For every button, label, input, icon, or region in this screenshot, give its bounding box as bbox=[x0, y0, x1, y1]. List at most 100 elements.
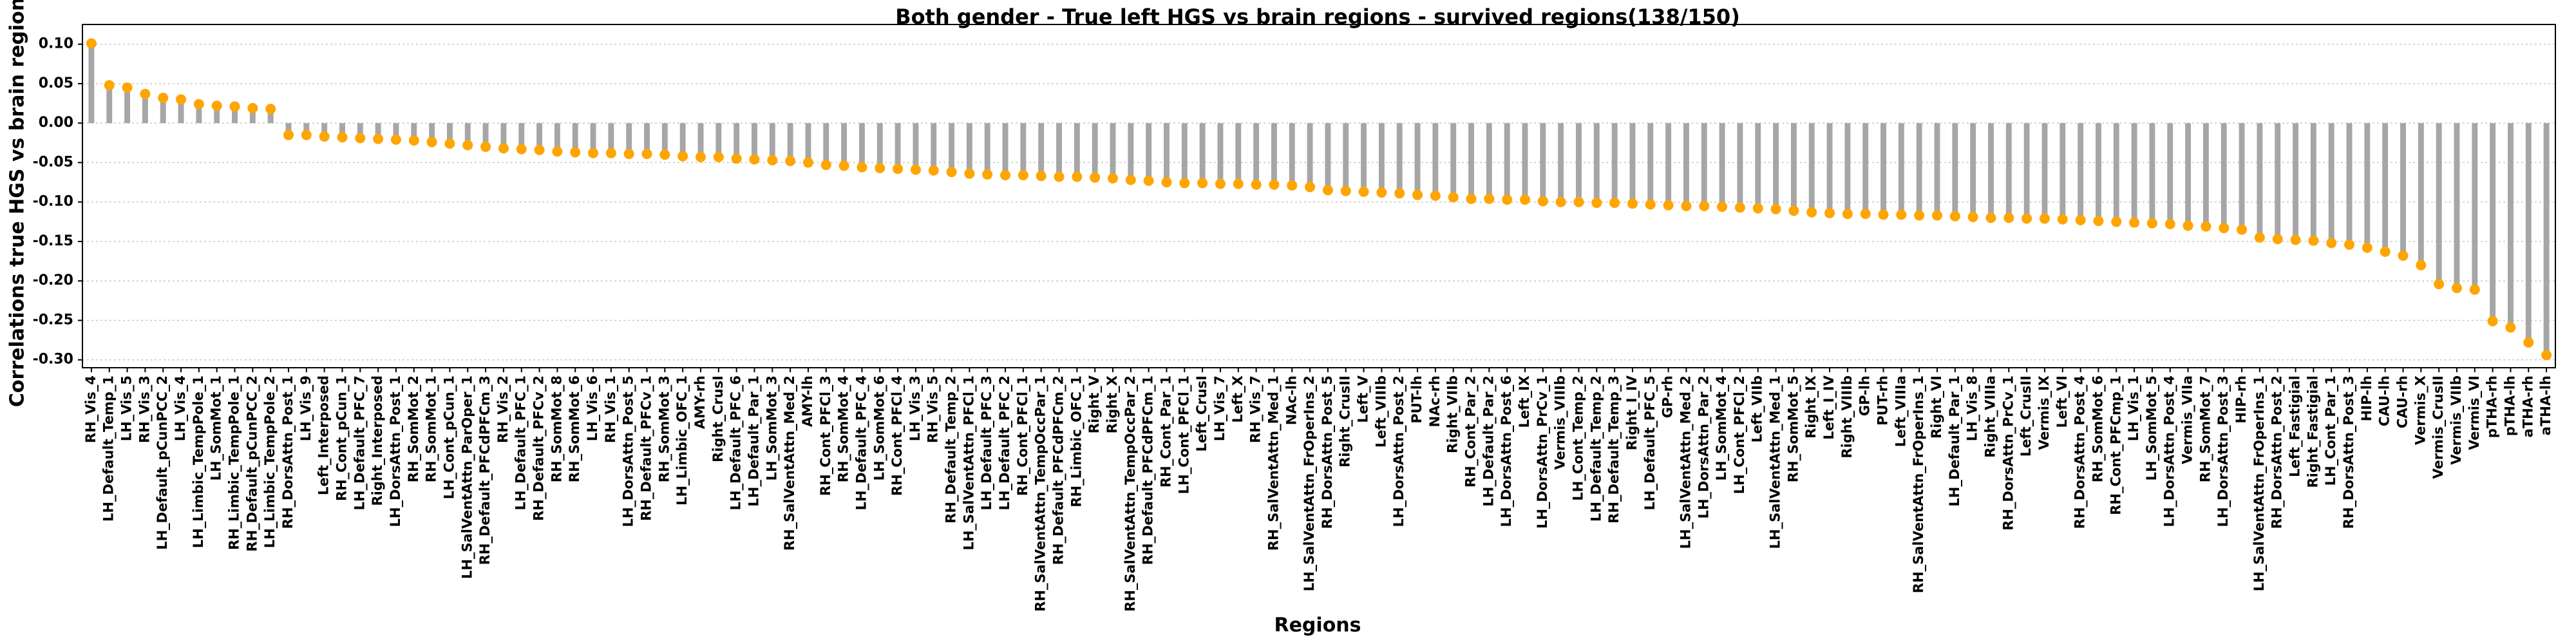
y-tick-label: 0.00 bbox=[39, 115, 73, 131]
stem bbox=[1719, 123, 1725, 207]
stem bbox=[679, 123, 686, 156]
x-tick-label: LH_Default_PFC_4 bbox=[853, 375, 869, 510]
stem bbox=[1647, 123, 1654, 205]
dot bbox=[2057, 214, 2068, 225]
dot bbox=[229, 101, 240, 112]
x-tick-label: LH_Default_Temp_2 bbox=[1588, 375, 1604, 522]
x-tick-label: RH_SalVentAttn_FrOperIns_1 bbox=[1911, 375, 1926, 593]
stem bbox=[787, 123, 793, 161]
x-tick-label: NAc-lh bbox=[1283, 375, 1299, 425]
x-tick-label: LH_Default_PFC_3 bbox=[979, 375, 994, 510]
x-tick-label: NAc-rh bbox=[1427, 375, 1443, 427]
stem bbox=[1593, 123, 1600, 203]
dot bbox=[176, 94, 187, 105]
x-tick-label: RH_Cont_pCun_1 bbox=[334, 375, 349, 501]
dot bbox=[982, 169, 993, 180]
stem bbox=[2346, 123, 2353, 245]
stem bbox=[1343, 123, 1349, 191]
dot bbox=[1752, 203, 1763, 214]
dot bbox=[802, 157, 813, 168]
stem bbox=[697, 123, 704, 157]
dot bbox=[2398, 251, 2409, 261]
stem bbox=[590, 123, 596, 153]
stem bbox=[608, 123, 614, 153]
stem bbox=[931, 123, 937, 171]
stem bbox=[2400, 123, 2406, 256]
x-tick-label: Vermis_VI bbox=[2467, 375, 2482, 450]
x-tick-label: Right_I_IV bbox=[1624, 375, 1640, 450]
x-tick-label: LH_SalVentAttn_PFCl_1 bbox=[961, 375, 976, 551]
dot bbox=[2362, 242, 2372, 253]
dot bbox=[1125, 175, 1136, 185]
x-tick-label: RH_Default_Temp_2 bbox=[943, 375, 959, 524]
dot bbox=[1502, 194, 1513, 205]
stem bbox=[805, 123, 811, 163]
dot bbox=[2093, 216, 2104, 227]
stem bbox=[2525, 123, 2532, 343]
dot bbox=[283, 129, 294, 140]
y-tick-label: -0.25 bbox=[33, 312, 73, 328]
stem bbox=[1790, 123, 1797, 211]
x-tick-label: Right_VIIb bbox=[1445, 375, 1461, 453]
dot bbox=[623, 148, 634, 159]
x-tick-label: CAU-lh bbox=[2377, 375, 2392, 426]
stem bbox=[1199, 123, 1206, 184]
stem bbox=[1074, 123, 1080, 177]
x-tick-label: RH_DorsAttn_Post_1 bbox=[280, 375, 296, 529]
x-tick-label: Right_VIIIa bbox=[1982, 375, 1998, 458]
stem bbox=[1307, 123, 1313, 187]
x-tick-label: LH_DorsAttn_Post_6 bbox=[1499, 375, 1514, 527]
stem bbox=[2060, 123, 2066, 220]
stem bbox=[966, 123, 972, 174]
stem bbox=[1934, 123, 1940, 216]
dot bbox=[1788, 205, 1799, 216]
stem bbox=[1737, 123, 1743, 208]
dot bbox=[2434, 279, 2445, 290]
dot bbox=[605, 147, 616, 158]
dot bbox=[247, 102, 258, 113]
stem bbox=[1378, 123, 1385, 193]
dot bbox=[1967, 211, 1978, 222]
dot bbox=[158, 92, 169, 103]
x-tick-label: RH_Default_Temp_3 bbox=[1606, 375, 1622, 524]
stem bbox=[446, 123, 453, 144]
dot bbox=[534, 144, 545, 155]
dot bbox=[1717, 202, 1728, 213]
dot bbox=[2344, 239, 2354, 250]
x-tick-label: LH_SomMot_5 bbox=[2144, 375, 2159, 480]
x-tick-label: Right_IX bbox=[1803, 375, 1819, 439]
x-tick-label: RH_Cont_PFCl_1 bbox=[1015, 375, 1030, 496]
dot bbox=[2290, 234, 2301, 245]
x-tick-label: Left_VIIb bbox=[1750, 375, 1765, 442]
stem bbox=[393, 123, 399, 140]
dot bbox=[1018, 170, 1028, 181]
stem bbox=[1181, 123, 1188, 184]
stem bbox=[106, 85, 113, 124]
stem bbox=[2257, 123, 2263, 238]
x-tick-label: RH_DorsAttn_Post_4 bbox=[2072, 375, 2088, 529]
x-tick-label: HIP-lh bbox=[2359, 375, 2374, 421]
dot bbox=[408, 135, 419, 146]
x-tick-label: RH_SomMot_7 bbox=[2197, 375, 2213, 482]
stem bbox=[984, 123, 990, 175]
x-tick-label: LH_Default_PFC_2 bbox=[997, 375, 1012, 510]
stem bbox=[1146, 123, 1152, 181]
dot bbox=[1842, 209, 1853, 220]
x-tick-label: LH_Default_PFC_5 bbox=[1642, 375, 1658, 510]
x-tick-label: LH_Default_Par_1 bbox=[1947, 375, 1962, 507]
x-tick-label: Right_X bbox=[1104, 375, 1120, 433]
stem bbox=[2095, 123, 2101, 222]
dot bbox=[2003, 213, 2014, 223]
stem bbox=[196, 104, 202, 124]
stem bbox=[1629, 123, 1636, 204]
stem bbox=[858, 123, 865, 167]
dot bbox=[820, 160, 831, 171]
x-tick-label: GP-rh bbox=[1660, 375, 1676, 418]
dot bbox=[337, 132, 348, 143]
dot bbox=[1269, 179, 1280, 190]
dot bbox=[1896, 209, 1907, 220]
x-tick-label: LH_Vis_5 bbox=[119, 375, 135, 441]
x-tick-label: LH_Cont_Temp_2 bbox=[1570, 375, 1586, 501]
dot bbox=[1949, 211, 1960, 222]
stem bbox=[1289, 123, 1295, 185]
